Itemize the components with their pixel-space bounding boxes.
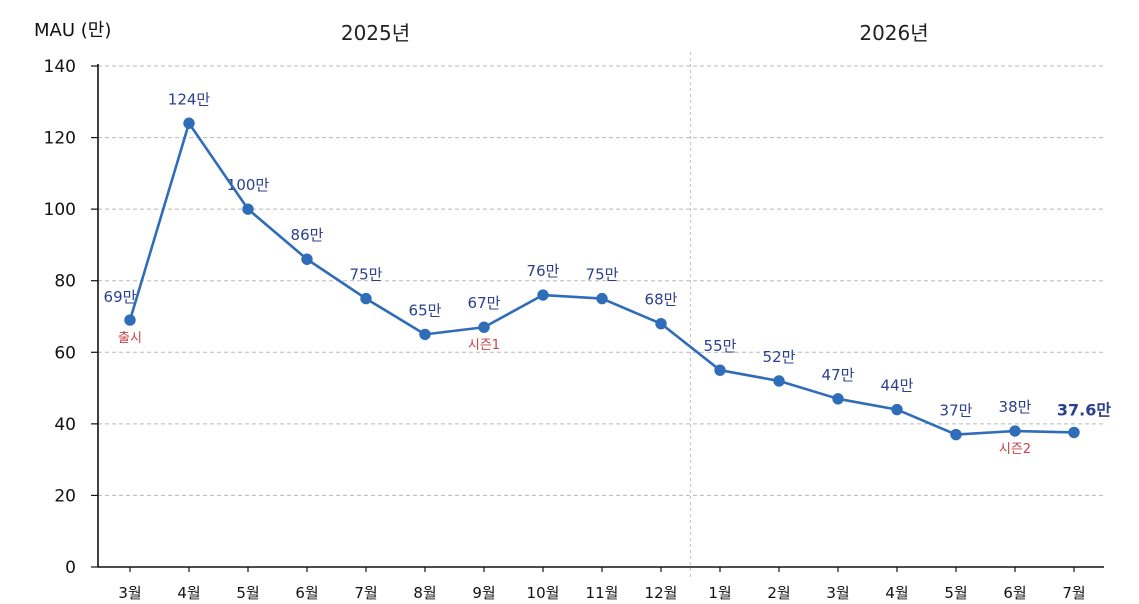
year-label-0: 2025년	[341, 21, 410, 45]
data-point-16	[1068, 426, 1080, 439]
data-point-8	[596, 292, 608, 305]
data-label-5: 65만	[409, 301, 442, 319]
data-point-2	[242, 203, 254, 215]
x-tick-label-15: 6월	[1003, 584, 1026, 602]
data-label-1: 124만	[168, 90, 211, 108]
data-point-7	[537, 289, 549, 301]
annotation-2: 시즌2	[999, 442, 1031, 457]
axis-layer	[91, 64, 1104, 572]
data-point-14	[950, 428, 962, 441]
data-label-9: 68만	[645, 291, 678, 309]
y-tick-label-40: 40	[54, 415, 76, 435]
x-tick-label-16: 7월	[1062, 584, 1085, 602]
data-label-12: 47만	[822, 366, 855, 384]
y-tick-label-80: 80	[54, 272, 76, 292]
data-label-11: 52만	[763, 348, 796, 366]
data-label-3: 86만	[291, 226, 324, 244]
annotation-1: 시즌1	[468, 338, 500, 353]
x-tick-label-4: 7월	[354, 584, 377, 602]
data-label-10: 55만	[704, 337, 737, 355]
data-point-5	[419, 328, 431, 341]
data-point-0	[124, 314, 136, 326]
x-tick-label-6: 9월	[472, 584, 495, 602]
x-tick-label-5: 8월	[413, 584, 436, 602]
data-label-16: 37.6만	[1057, 400, 1111, 419]
x-tick-label-12: 3월	[826, 584, 849, 602]
year-label-1: 2026년	[859, 21, 928, 45]
data-point-11	[773, 375, 785, 387]
label-layer: 0 20 40 60 80 100 120 140 2025년 2026년 3월 4월 5월 6월 7월 8월…	[44, 21, 1112, 602]
data-label-7: 76만	[527, 262, 560, 280]
data-point-10	[714, 364, 726, 376]
y-tick-label-140: 140	[44, 57, 76, 77]
data-point-13	[891, 403, 903, 416]
data-point-15	[1009, 425, 1021, 437]
x-tick-label-8: 11월	[586, 584, 619, 602]
data-point-6	[478, 321, 490, 333]
x-tick-label-9: 12월	[645, 584, 678, 602]
data-label-6: 67만	[468, 294, 501, 312]
x-tick-label-3: 6월	[295, 584, 318, 602]
x-tick-label-10: 1월	[708, 584, 731, 602]
data-point-9	[655, 317, 667, 330]
data-point-1	[183, 117, 195, 129]
y-tick-label-20: 20	[54, 486, 76, 506]
data-label-8: 75만	[586, 266, 619, 284]
x-tick-label-11: 2월	[767, 584, 790, 602]
x-tick-label-1: 4월	[177, 584, 200, 602]
data-label-13: 44만	[881, 377, 914, 395]
x-tick-label-0: 3월	[118, 584, 141, 602]
grid-layer	[98, 52, 1104, 580]
y-axis-title: MAU (만)	[34, 20, 111, 41]
x-tick-label-2: 5월	[236, 584, 259, 602]
data-label-14: 37만	[940, 402, 973, 420]
data-label-15: 38만	[999, 398, 1032, 416]
data-point-12	[832, 393, 844, 405]
x-tick-label-7: 10월	[527, 584, 560, 602]
y-tick-label-120: 120	[44, 129, 76, 149]
data-label-0: 69만	[104, 288, 137, 306]
annotation-0: 출시	[118, 331, 142, 346]
data-point-4	[360, 292, 372, 305]
y-tick-label-0: 0	[65, 558, 76, 578]
y-tick-label-100: 100	[44, 200, 76, 220]
data-label-2: 100만	[227, 176, 270, 194]
x-tick-label-14: 5월	[944, 584, 967, 602]
data-point-3	[301, 253, 313, 265]
x-tick-label-13: 4월	[885, 584, 908, 602]
data-label-4: 75만	[350, 266, 383, 284]
series-layer	[124, 117, 1080, 441]
y-tick-label-60: 60	[54, 343, 76, 363]
